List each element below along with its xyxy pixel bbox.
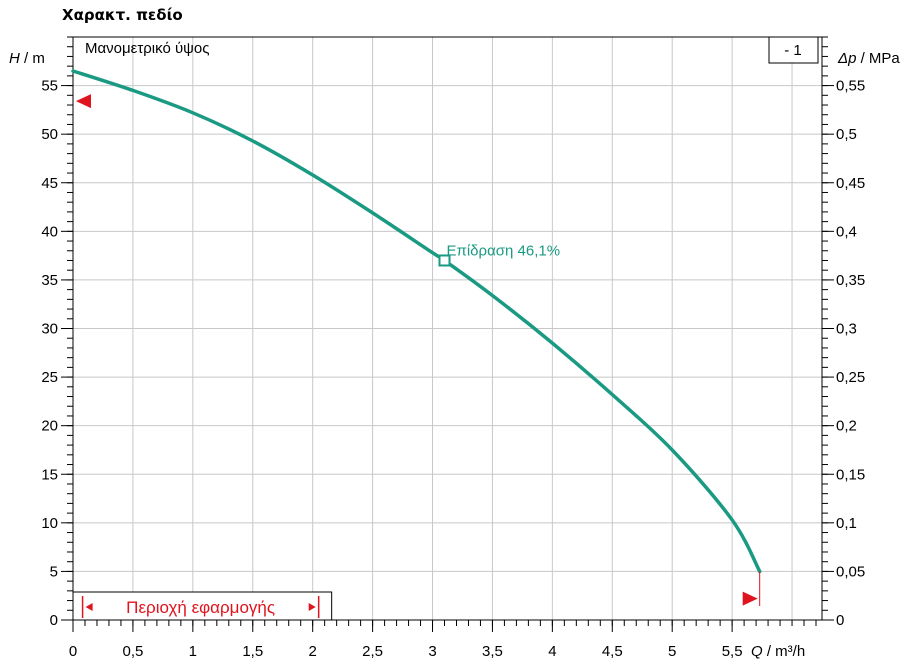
- y-tick-label: 30: [41, 321, 58, 338]
- application-range-box: Περιοχή εφαρμογής: [72, 591, 333, 621]
- y2-axis-unit: / MPa: [856, 50, 900, 67]
- x-tick-label: 2,5: [362, 643, 383, 660]
- x-tick-label: 4: [548, 643, 556, 660]
- y2-tick-label: 0: [836, 612, 844, 629]
- x-tick-label: 1: [189, 643, 197, 660]
- pump-curve-line: [71, 69, 762, 574]
- y-tick-label: 40: [41, 223, 58, 240]
- page-title: Χαρακτ. πεδίο: [62, 6, 183, 24]
- x-tick-label: 5: [668, 643, 676, 660]
- y-tick-label: 10: [41, 515, 58, 532]
- chart-title: Μανομετρικό ύψος: [85, 40, 209, 57]
- svg-text:Q / m³/h: Q / m³/h: [751, 643, 805, 660]
- y-tick-label: 45: [41, 175, 58, 192]
- x-axis-unit: / m³/h: [763, 643, 806, 660]
- y-tick-label: 25: [41, 369, 58, 386]
- y2-axis-symbol: Δp: [837, 50, 856, 67]
- series-legend-label: - 1: [784, 42, 802, 59]
- y-axis-label-left: H / m: [9, 50, 45, 67]
- y-tick-label: 20: [41, 418, 58, 435]
- svg-text:H / m: H / m: [9, 50, 45, 67]
- y-tick-label: 50: [41, 126, 58, 143]
- grid-lines: [73, 37, 822, 620]
- y2-tick-label: 0,4: [836, 223, 857, 240]
- operating-point-marker: [438, 254, 451, 267]
- left-range-marker: [76, 94, 91, 109]
- x-tick-label: 0,5: [122, 643, 143, 660]
- x-tick-label: 0: [69, 643, 77, 660]
- x-tick-label: 5,5: [722, 643, 743, 660]
- y-axis-unit-left: / m: [20, 50, 45, 67]
- x-axis: 0 0,5 1 1,5 2 2,5 3 3,5 4 4,5 5 5,5: [69, 620, 743, 660]
- y2-tick-label: 0,5: [836, 126, 857, 143]
- x-tick-label: 1,5: [242, 643, 263, 660]
- right-y-axis: 0 0,05 0,1 0,15 0,2 0,25 0,3 0,35 0,4 0,45 0,5 0,55: [822, 78, 865, 629]
- svg-text:Δp / MPa: Δp / MPa: [837, 50, 900, 67]
- x-tick-label: 4,5: [602, 643, 623, 660]
- right-range-marker: [742, 591, 758, 606]
- y-tick-label: 15: [41, 466, 58, 483]
- y-tick-label: 35: [41, 272, 58, 289]
- y2-tick-label: 0,45: [836, 175, 865, 192]
- y2-tick-label: 0,3: [836, 321, 857, 338]
- x-tick-label: 3,5: [482, 643, 503, 660]
- left-y-axis: 0 5 10 15 20 25 30 35 40 45 50 55: [41, 78, 73, 629]
- y-axis-symbol-left: H: [9, 50, 20, 67]
- y-tick-label: 55: [41, 78, 58, 95]
- x-tick-label: 3: [428, 643, 436, 660]
- operating-point-label: Επίδραση 46,1%: [447, 242, 561, 259]
- y2-tick-label: 0,1: [836, 515, 857, 532]
- y-axis-label-right: Δp / MPa: [837, 50, 900, 67]
- y2-tick-label: 0,35: [836, 272, 865, 289]
- y2-tick-label: 0,55: [836, 78, 865, 95]
- y-tick-label: 0: [50, 612, 58, 629]
- y-tick-label: 5: [50, 563, 58, 580]
- y2-tick-label: 0,25: [836, 369, 865, 386]
- x-tick-label: 2: [309, 643, 317, 660]
- y2-tick-label: 0,05: [836, 563, 865, 580]
- minor-ticks: [67, 36, 828, 626]
- x-axis-label: Q / m³/h: [751, 643, 805, 660]
- y2-tick-label: 0,15: [836, 466, 865, 483]
- series-legend-box: - 1: [768, 36, 819, 64]
- x-axis-symbol: Q: [751, 643, 763, 660]
- application-range-label: Περιοχή εφαρμογής: [126, 598, 275, 617]
- y2-tick-label: 0,2: [836, 418, 857, 435]
